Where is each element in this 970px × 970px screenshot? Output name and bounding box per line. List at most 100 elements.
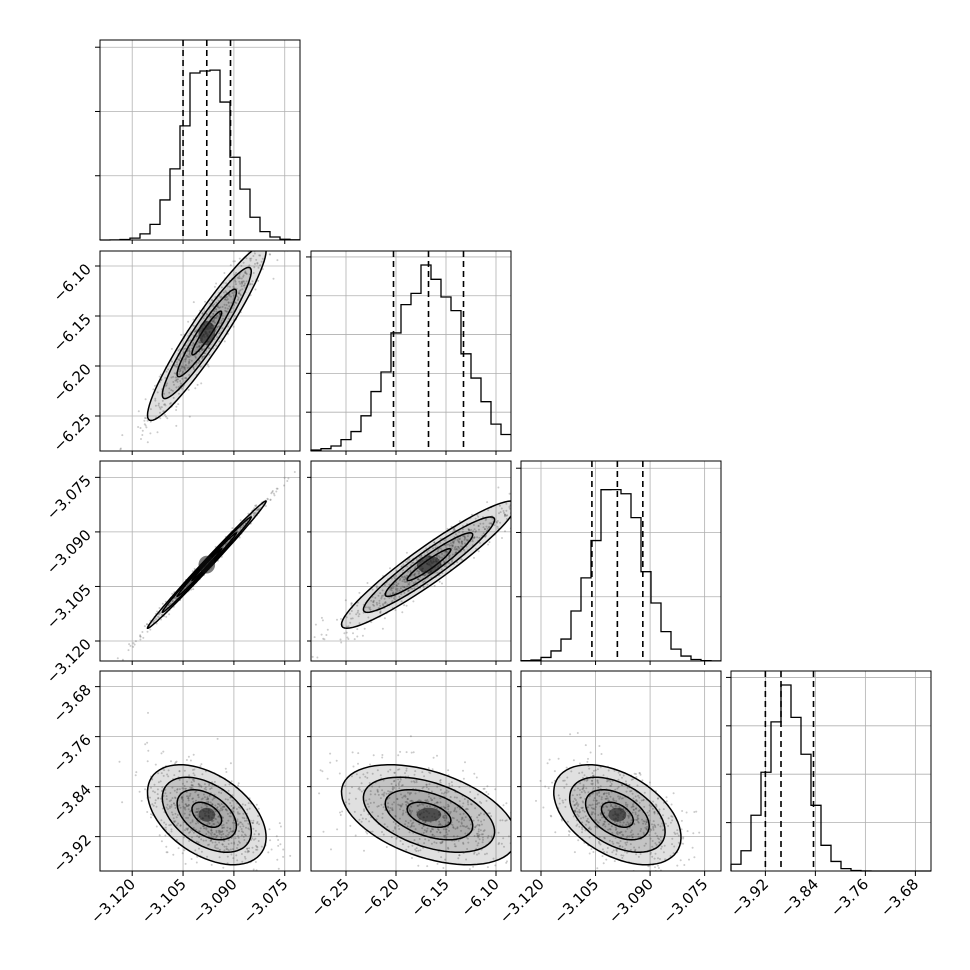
sample-point bbox=[196, 335, 199, 337]
sample-point bbox=[388, 809, 391, 812]
sample-point bbox=[318, 792, 321, 795]
sample-point bbox=[231, 830, 234, 833]
sample-point bbox=[405, 800, 408, 803]
sample-point bbox=[210, 834, 213, 836]
sample-point bbox=[216, 807, 218, 810]
sample-point bbox=[591, 803, 594, 806]
sample-point bbox=[609, 795, 612, 798]
sample-point bbox=[438, 580, 441, 583]
sample-point bbox=[610, 805, 612, 808]
sample-point bbox=[146, 623, 148, 626]
sample-point bbox=[476, 853, 478, 856]
sample-point bbox=[445, 814, 448, 817]
sample-point bbox=[222, 823, 225, 826]
sample-point bbox=[677, 834, 680, 837]
sample-point bbox=[581, 788, 584, 791]
sample-point bbox=[671, 837, 674, 840]
sample-point bbox=[643, 805, 646, 808]
sample-point bbox=[431, 833, 434, 836]
sample-point bbox=[469, 803, 472, 806]
sample-point bbox=[214, 307, 217, 310]
sample-point bbox=[368, 798, 371, 801]
sample-point bbox=[456, 835, 459, 838]
sample-point bbox=[670, 803, 673, 806]
sample-point bbox=[692, 832, 695, 835]
pair-panel-1-2 bbox=[99, 250, 301, 452]
sample-point bbox=[218, 833, 221, 835]
sample-point bbox=[635, 773, 637, 775]
sample-point bbox=[477, 814, 480, 817]
sample-point bbox=[218, 306, 221, 309]
sample-point bbox=[371, 588, 374, 591]
sample-point bbox=[236, 531, 239, 534]
sample-point bbox=[185, 805, 188, 807]
sample-point bbox=[244, 282, 246, 285]
sample-point bbox=[189, 354, 192, 357]
sample-point bbox=[637, 855, 640, 858]
sample-point bbox=[392, 829, 395, 832]
sample-point bbox=[632, 809, 635, 811]
sample-point bbox=[445, 831, 448, 834]
sample-point bbox=[505, 502, 508, 505]
sample-point bbox=[473, 852, 476, 855]
sample-point bbox=[582, 801, 585, 804]
sample-point bbox=[194, 329, 196, 332]
sample-point bbox=[639, 853, 642, 855]
sample-point bbox=[181, 370, 184, 373]
sample-point bbox=[187, 795, 190, 798]
sample-point bbox=[249, 283, 251, 286]
sample-point bbox=[192, 797, 194, 800]
sample-point bbox=[411, 844, 414, 847]
sample-point bbox=[366, 771, 369, 774]
sample-point bbox=[442, 792, 445, 795]
sample-point bbox=[382, 794, 385, 797]
sample-point bbox=[403, 591, 406, 594]
sample-point bbox=[603, 823, 606, 826]
sample-point bbox=[579, 782, 582, 785]
sample-point bbox=[170, 376, 173, 379]
sample-point bbox=[240, 285, 243, 288]
sample-point bbox=[186, 584, 189, 587]
sample-point bbox=[183, 366, 186, 369]
sample-point bbox=[504, 879, 506, 881]
sample-point bbox=[252, 514, 255, 517]
sample-point bbox=[662, 814, 664, 817]
sample-point bbox=[578, 793, 581, 796]
sample-point bbox=[116, 657, 119, 660]
sample-point bbox=[223, 303, 226, 306]
sample-point bbox=[424, 799, 427, 802]
sample-point bbox=[365, 799, 368, 802]
sample-point bbox=[476, 834, 479, 837]
sample-point bbox=[588, 836, 591, 839]
sample-point bbox=[245, 819, 248, 822]
sample-point bbox=[193, 768, 196, 771]
sample-point bbox=[414, 770, 417, 773]
sample-point bbox=[171, 786, 174, 789]
sample-point bbox=[175, 405, 178, 408]
sample-point bbox=[566, 820, 569, 823]
sample-point bbox=[202, 825, 205, 828]
sample-point bbox=[192, 827, 195, 829]
sample-point bbox=[220, 792, 223, 794]
sample-point bbox=[211, 803, 214, 806]
sample-point bbox=[167, 808, 169, 810]
sample-point bbox=[468, 827, 471, 830]
sample-point bbox=[447, 543, 450, 546]
sample-point bbox=[548, 758, 551, 761]
sample-point bbox=[457, 857, 460, 860]
sample-point bbox=[616, 833, 619, 836]
sample-point bbox=[183, 347, 186, 350]
sample-point bbox=[196, 855, 199, 858]
sample-point bbox=[202, 317, 205, 320]
sample-point bbox=[220, 555, 223, 558]
sample-point bbox=[499, 521, 502, 524]
sample-point bbox=[397, 803, 400, 806]
sample-point bbox=[206, 855, 209, 858]
sample-point bbox=[582, 787, 585, 790]
sample-point bbox=[576, 794, 579, 796]
sample-point bbox=[360, 813, 362, 816]
sample-point bbox=[219, 296, 222, 299]
sample-point bbox=[570, 770, 573, 773]
sample-point bbox=[198, 785, 201, 788]
sample-point bbox=[578, 762, 581, 765]
